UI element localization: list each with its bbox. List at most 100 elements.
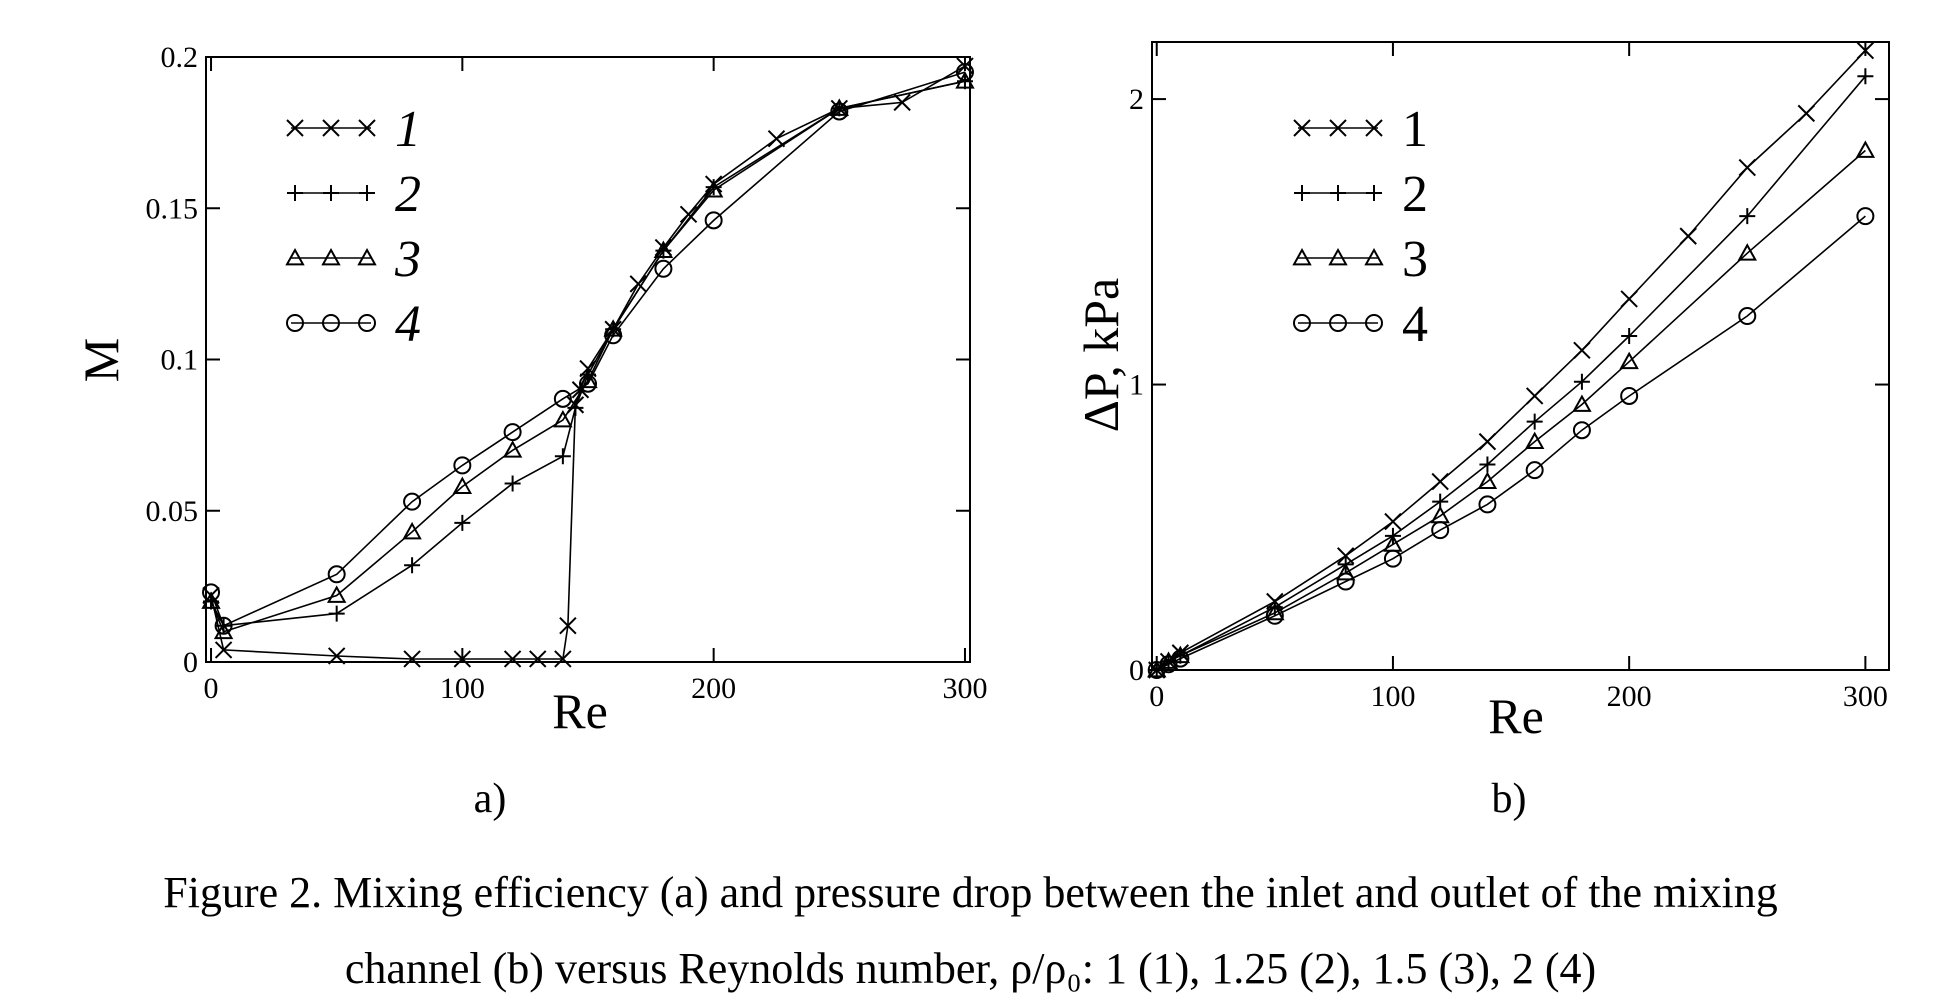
- series-2: [203, 73, 973, 634]
- legend-entry-1: 1: [1293, 101, 1428, 158]
- legend-marker: [1329, 119, 1347, 137]
- data-point-2: [454, 514, 471, 531]
- legend-marker: [286, 119, 304, 137]
- data-point-3: [1170, 645, 1191, 664]
- series-2: [1148, 68, 1874, 678]
- legend-marker: [357, 247, 377, 266]
- x-tick-label: 300: [1843, 680, 1888, 713]
- x-tick-label: 300: [942, 672, 987, 705]
- panel-label-b: b): [1491, 776, 1527, 822]
- legend-marker: [1330, 185, 1346, 201]
- data-point-4: [1478, 495, 1497, 514]
- caption-line-2: channel (b) versus Reynolds number, ρ/ρ₀…: [344, 944, 1597, 993]
- data-point-3: [1855, 140, 1876, 158]
- data-point-3: [553, 409, 573, 428]
- data-point-4: [1431, 521, 1450, 540]
- data-point-4: [1147, 661, 1166, 679]
- data-point-1: [503, 650, 522, 668]
- y-tick-label: 0: [183, 646, 198, 679]
- legend-entry-2: 2: [287, 166, 421, 223]
- legend-marker: [322, 314, 340, 332]
- data-point-1: [559, 616, 577, 635]
- data-point-4: [1738, 307, 1757, 326]
- data-point-4: [453, 456, 472, 475]
- data-point-1: [554, 650, 572, 668]
- data-point-4: [1383, 549, 1402, 568]
- data-point-4: [403, 492, 422, 511]
- data-point-3: [1265, 602, 1285, 621]
- data-point-2: [504, 475, 521, 492]
- data-point-3: [452, 476, 473, 494]
- y-axis-label: M: [73, 338, 129, 382]
- data-point-1: [1573, 341, 1591, 359]
- legend-marker: [359, 185, 375, 201]
- legend-label: 3: [1402, 231, 1428, 288]
- series-line-3: [1156, 149, 1866, 671]
- data-point-4: [1171, 649, 1190, 668]
- data-point-1: [453, 650, 472, 668]
- series-1: [202, 57, 974, 668]
- data-point-1: [1620, 290, 1638, 308]
- data-point-1: [1525, 387, 1544, 405]
- data-point-1: [1478, 432, 1497, 451]
- x-tick-label: 0: [1149, 680, 1164, 713]
- data-point-4: [503, 423, 522, 442]
- series-line-2: [210, 80, 966, 627]
- legend-marker: [286, 314, 304, 332]
- legend-entry-1: 1: [286, 101, 421, 158]
- legend-marker: [1293, 119, 1311, 137]
- legend-marker: [321, 247, 341, 266]
- data-point-3: [1572, 394, 1592, 412]
- figure-caption: Figure 2. Mixing efficiency (a) and pres…: [40, 855, 1901, 1007]
- legend-marker: [1293, 314, 1311, 332]
- data-point-1: [1856, 41, 1875, 60]
- legend-marker: [1328, 247, 1348, 266]
- data-point-2: [1739, 208, 1756, 225]
- series-line-3: [210, 80, 966, 633]
- data-point-3: [201, 591, 221, 609]
- data-point-1: [893, 93, 911, 112]
- legend-label: 4: [1402, 296, 1428, 353]
- data-point-1: [1431, 472, 1449, 491]
- legend-marker: [1365, 314, 1383, 332]
- data-point-3: [1619, 351, 1639, 370]
- x-axis-label: Re: [1488, 688, 1544, 744]
- data-point-4: [1336, 572, 1355, 591]
- y-tick-label: 0.15: [146, 192, 199, 225]
- data-point-1: [1797, 104, 1816, 123]
- data-point-1: [529, 650, 547, 668]
- series-4: [202, 63, 974, 635]
- data-point-3: [653, 240, 674, 258]
- data-point-3: [1147, 659, 1167, 678]
- legend-marker: [1364, 247, 1384, 266]
- data-point-3: [1336, 562, 1356, 581]
- data-point-3: [1524, 431, 1545, 450]
- data-point-4: [955, 63, 974, 82]
- legend-marker: [1366, 185, 1382, 201]
- series-line-4: [210, 71, 966, 627]
- y-tick-label: 1: [1129, 369, 1144, 402]
- legend-marker: [1294, 185, 1310, 201]
- y-tick-label: 0.05: [146, 495, 199, 528]
- legend-entry-3: 3: [1292, 231, 1428, 288]
- x-tick-label: 200: [691, 672, 736, 705]
- data-point-3: [1737, 243, 1757, 261]
- data-point-1: [403, 650, 421, 668]
- data-point-4: [202, 583, 221, 602]
- data-point-2: [1526, 413, 1543, 430]
- x-axis-label: Re: [552, 683, 608, 739]
- data-point-4: [1525, 461, 1544, 480]
- data-point-2: [1573, 373, 1590, 390]
- data-point-1: [629, 275, 647, 293]
- chart-a: 0 0.05 0.1 0.15 0.2 0 100 200 300 Re M 1 2 3 4: [73, 41, 987, 739]
- x-tick-label: 200: [1607, 680, 1652, 713]
- legend-label: 3: [394, 231, 421, 288]
- x-tick-label: 100: [1370, 680, 1415, 713]
- data-point-2: [404, 557, 421, 574]
- legend-marker: [322, 119, 340, 137]
- x-tick-label: 0: [204, 672, 219, 705]
- data-point-4: [704, 211, 723, 230]
- data-point-3: [703, 180, 724, 198]
